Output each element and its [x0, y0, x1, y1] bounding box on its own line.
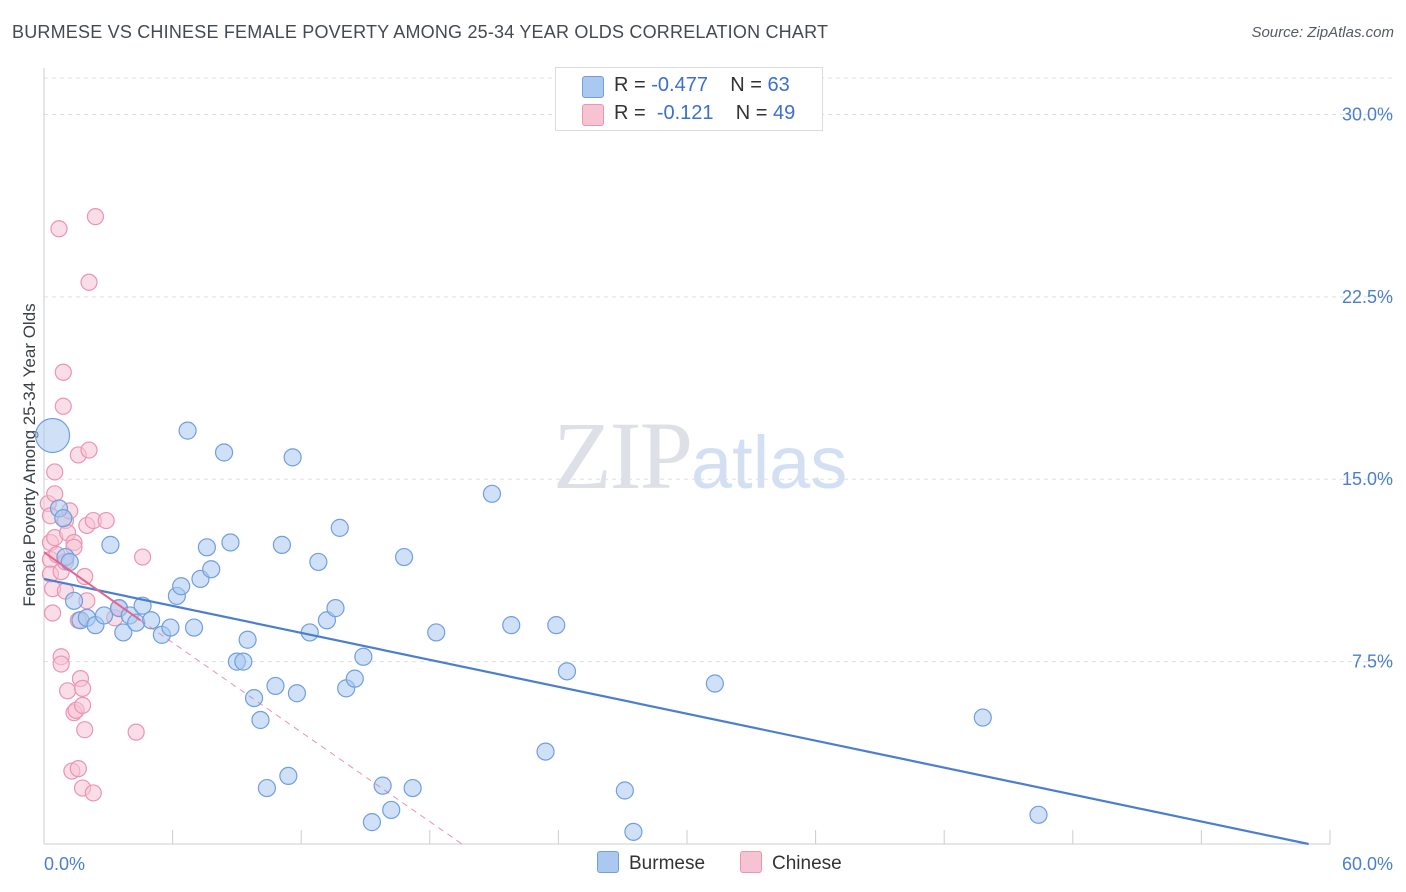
correlation-legend: R = -0.477 N = 63 R = -0.121 N = 49 [555, 67, 823, 131]
chinese-point [80, 273, 98, 291]
watermark-zip: ZIP [553, 402, 693, 509]
burmese-point [60, 552, 79, 572]
legend-swatch-burmese [582, 76, 604, 98]
burmese-point [214, 443, 234, 462]
burmese-point [272, 535, 292, 554]
x-tick-label: 60.0% [1342, 854, 1393, 874]
legend-n-label: N = [730, 74, 762, 96]
chinese-point [80, 441, 98, 459]
burmese-point [345, 669, 364, 688]
chinese-point [54, 363, 72, 381]
burmese-point [326, 599, 345, 618]
burmese-point [536, 742, 555, 761]
burmese-point [373, 776, 392, 795]
legend-r-value-burmese: -0.477 [651, 74, 708, 96]
burmese-point [202, 560, 221, 579]
bottom-legend-swatch-burmese [597, 851, 619, 873]
burmese-point [287, 684, 307, 703]
bottom-legend-label-chinese: Chinese [772, 853, 842, 874]
chinese-point [73, 679, 92, 697]
chinese-point [46, 463, 64, 481]
chinese-point [43, 604, 62, 622]
legend-r-label: R = [614, 74, 646, 96]
bottom-legend-chinese: Chinese [740, 851, 842, 875]
burmese-point [502, 616, 521, 635]
burmese-point [234, 652, 253, 671]
burmese-point [238, 630, 257, 649]
y-tick-label: 22.5% [1342, 287, 1393, 307]
chinese-point [84, 784, 102, 802]
watermark: ZIPatlas [553, 400, 847, 511]
burmese-point [114, 623, 133, 642]
burmese-point [615, 781, 634, 800]
burmese-point [1029, 805, 1048, 824]
chinese-point [73, 696, 92, 714]
burmese-point [34, 417, 71, 454]
burmese-point [354, 647, 373, 666]
source-credit: Source: ZipAtlas.com [1251, 24, 1394, 41]
burmese-point [161, 618, 180, 637]
burmese-point [394, 547, 414, 567]
burmese-point [557, 662, 577, 681]
chinese-point [50, 220, 68, 238]
y-tick-label: 7.5% [1352, 652, 1393, 672]
burmese-point [973, 708, 992, 727]
burmese-point [221, 533, 240, 552]
legend-r-value-chinese: -0.121 [656, 102, 714, 124]
chinese-point [69, 760, 87, 778]
burmese-point [184, 618, 204, 637]
burmese-point [330, 518, 349, 537]
burmese-point [283, 448, 302, 467]
chinese-point [58, 682, 77, 700]
burmese-point [403, 778, 422, 798]
burmese-point [547, 616, 566, 635]
burmese-point [142, 611, 161, 630]
burmese-point [178, 421, 197, 440]
chinese-point [54, 397, 72, 415]
x-tick-label: 0.0% [44, 854, 85, 874]
chinese-point [52, 655, 70, 673]
burmese-point [197, 538, 216, 557]
burmese-point [427, 623, 446, 642]
chinese-point [127, 723, 145, 741]
burmese-point [705, 674, 724, 693]
legend-swatch-chinese [582, 104, 604, 126]
burmese-point [624, 822, 643, 841]
y-axis-label: Female Poverty Among 25-34 Year Olds [20, 303, 39, 606]
burmese-point [382, 800, 401, 820]
burmese-point [94, 606, 114, 625]
y-tick-label: 15.0% [1342, 469, 1393, 489]
chinese-point [76, 721, 94, 739]
burmese-point [362, 813, 382, 832]
bottom-legend-label-burmese: Burmese [629, 853, 706, 874]
burmese-point [266, 676, 285, 696]
chart-title: BURMESE VS CHINESE FEMALE POVERTY AMONG … [12, 22, 829, 42]
legend-n-value-chinese: 49 [773, 102, 796, 124]
legend-n-label: N = [735, 102, 768, 124]
watermark-atlas: atlas [691, 421, 848, 504]
burmese-point [257, 778, 277, 798]
burmese-trendline [43, 577, 1309, 846]
burmese-point [279, 766, 298, 786]
burmese-point [309, 552, 328, 572]
y-tick-label: 30.0% [1342, 104, 1393, 124]
burmese-point [64, 591, 84, 610]
chinese-point [86, 208, 105, 226]
bottom-legend-burmese: Burmese [597, 851, 705, 875]
chinese-trendline-extension [140, 619, 463, 845]
chinese-trendline [43, 551, 142, 622]
legend-r-label: R = [614, 102, 646, 124]
burmese-point [101, 535, 120, 554]
chinese-point [97, 511, 115, 530]
burmese-point [251, 710, 270, 730]
burmese-point [482, 484, 502, 503]
legend-n-value-burmese: 63 [767, 74, 790, 96]
burmese-point [172, 577, 191, 596]
bottom-legend-swatch-chinese [740, 851, 762, 873]
burmese-point [54, 509, 73, 528]
chinese-point [133, 548, 152, 566]
